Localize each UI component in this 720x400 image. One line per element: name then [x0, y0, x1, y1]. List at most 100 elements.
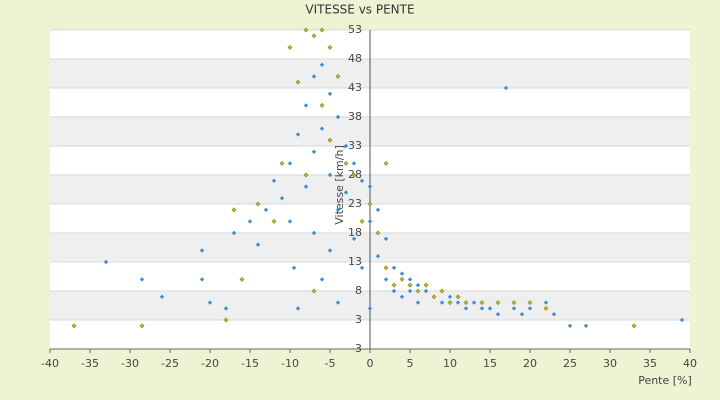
y-tick-label: 33 [348, 139, 362, 152]
point [343, 160, 349, 166]
point [463, 306, 469, 311]
point [303, 172, 309, 178]
point [255, 201, 261, 207]
point [279, 160, 285, 166]
y-tick-label: 23 [348, 197, 362, 210]
point [199, 248, 205, 253]
point [311, 33, 317, 39]
x-tick-label: -15 [241, 357, 259, 370]
point [335, 207, 341, 212]
x-axis-title: Pente [%] [638, 374, 692, 387]
point [375, 254, 381, 259]
point [383, 277, 389, 282]
point [367, 201, 373, 207]
point [399, 294, 405, 299]
point [319, 27, 325, 33]
y-tick-label: 3 [355, 313, 362, 326]
point [479, 306, 485, 311]
x-tick-label: 15 [483, 357, 497, 370]
point [335, 300, 341, 305]
point [271, 218, 277, 224]
point [231, 230, 237, 236]
point [207, 300, 213, 305]
point [415, 300, 421, 305]
point [255, 242, 261, 247]
point [359, 178, 365, 183]
point [303, 103, 309, 108]
point [519, 312, 525, 317]
point [359, 218, 365, 224]
y-tick-label: 38 [348, 110, 362, 123]
point [303, 184, 309, 189]
point [415, 288, 421, 294]
point [567, 323, 573, 328]
point [303, 27, 309, 33]
point [359, 265, 365, 270]
point [375, 230, 381, 236]
point [319, 126, 325, 131]
point [103, 259, 109, 265]
point [631, 323, 637, 329]
x-tick-label: 0 [367, 357, 374, 370]
point [295, 79, 301, 85]
point [287, 44, 293, 50]
point [367, 219, 373, 224]
point [527, 306, 533, 311]
x-tick-label: -25 [161, 357, 179, 370]
x-tick-label: -20 [201, 357, 219, 370]
point [383, 236, 389, 241]
point [311, 288, 317, 294]
point [311, 149, 317, 154]
point [327, 44, 333, 50]
point [551, 312, 557, 317]
y-tick-label: 8 [355, 284, 362, 297]
point [423, 282, 429, 288]
y-tick-label: 43 [348, 81, 362, 94]
point [431, 294, 437, 300]
point [279, 196, 285, 201]
point [159, 294, 165, 299]
point [527, 300, 533, 306]
point [463, 300, 469, 306]
point [487, 306, 493, 311]
point [231, 207, 237, 213]
point [287, 219, 293, 224]
x-tick-label: -5 [325, 357, 336, 370]
point [367, 306, 373, 311]
point [311, 230, 317, 236]
point [383, 265, 389, 271]
point [139, 277, 145, 282]
point [399, 276, 405, 282]
point [351, 172, 357, 178]
point [415, 283, 421, 288]
point [327, 91, 333, 96]
point [423, 288, 429, 294]
x-tick-label: -10 [281, 357, 299, 370]
point [471, 300, 477, 305]
point [319, 62, 325, 67]
point [543, 305, 549, 311]
point [247, 219, 253, 224]
point [511, 306, 517, 311]
point [447, 294, 453, 299]
point [495, 312, 501, 317]
point [343, 143, 349, 149]
point [271, 178, 277, 183]
chart-title: VITESSE vs PENTE [305, 3, 414, 17]
point [295, 306, 301, 311]
point [223, 317, 229, 323]
point [327, 248, 333, 253]
point [391, 282, 397, 288]
point [439, 288, 445, 294]
point [679, 317, 685, 323]
point [391, 265, 397, 270]
point [311, 74, 317, 79]
point [239, 276, 245, 282]
point [479, 300, 485, 306]
point [287, 161, 293, 166]
y-tick-label: 13 [348, 255, 362, 268]
x-tick-label: 35 [643, 357, 657, 370]
y-tick-label: 18 [348, 226, 362, 239]
point [351, 161, 357, 166]
